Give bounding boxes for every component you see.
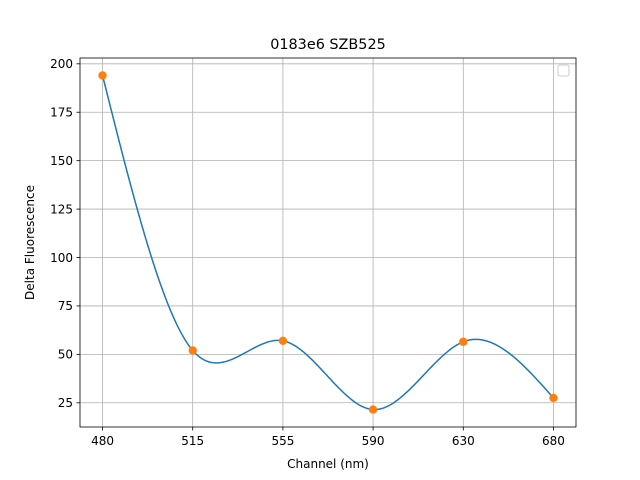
series-line	[101, 75, 555, 411]
y-tick-label: 100	[50, 251, 73, 265]
y-tick-label: 125	[50, 202, 73, 216]
y-tick-label: 50	[58, 348, 73, 362]
y-tick-label: 200	[50, 57, 73, 71]
data-point	[368, 405, 378, 414]
data-point	[188, 346, 197, 355]
data-point	[98, 71, 107, 80]
plot-frame	[79, 57, 577, 428]
y-tick-label: 150	[50, 154, 73, 168]
series-curve-layer	[101, 75, 555, 411]
y-tick-label: 175	[50, 106, 73, 120]
x-tick-label: 515	[181, 434, 204, 448]
chart-title: 0183e6 SZB525	[270, 37, 386, 53]
data-point	[549, 393, 558, 403]
x-tick-label: 630	[452, 434, 475, 448]
legend-box	[557, 64, 570, 77]
x-tick-label: 555	[271, 434, 294, 448]
y-tick-label: 25	[58, 396, 73, 410]
x-tick-label: 480	[91, 434, 114, 448]
x-tick-label: 590	[362, 434, 385, 448]
axis-ticks: 480 515 555 590 630 680 25 50 75 100 125 150 175 200	[50, 57, 565, 448]
x-axis-label: Channel (nm)	[287, 457, 369, 471]
series-markers	[98, 71, 558, 414]
y-tick-label: 75	[58, 299, 73, 313]
y-axis-label: Delta Fluorescence	[23, 185, 37, 300]
grid	[80, 58, 576, 427]
x-tick-label: 680	[542, 434, 565, 448]
data-point	[278, 336, 288, 346]
data-point	[459, 337, 468, 346]
